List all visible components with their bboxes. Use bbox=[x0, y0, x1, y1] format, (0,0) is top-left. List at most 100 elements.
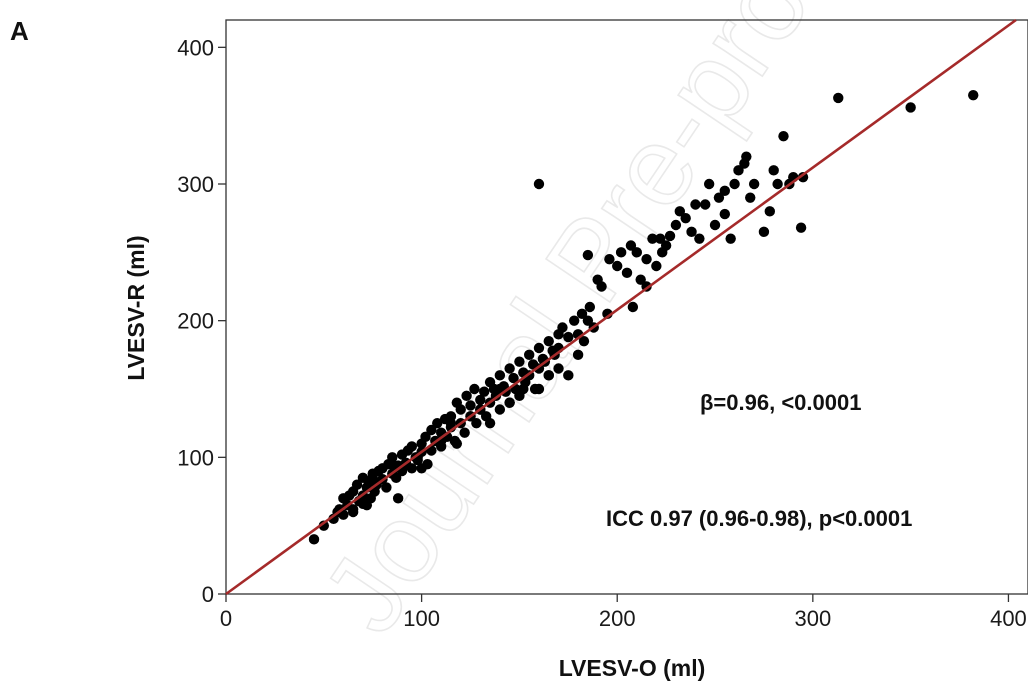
data-point bbox=[655, 233, 666, 244]
data-point bbox=[576, 308, 588, 320]
data-point bbox=[494, 370, 506, 381]
data-point bbox=[578, 335, 590, 347]
data-point bbox=[905, 102, 916, 113]
data-point bbox=[508, 372, 519, 384]
data-point bbox=[469, 383, 480, 395]
data-point bbox=[406, 441, 418, 452]
data-point bbox=[572, 349, 584, 361]
data-point bbox=[641, 253, 652, 265]
icc-annotation: ICC 0.97 (0.96-0.98), p<0.0001 bbox=[606, 506, 912, 531]
y-axis: 0 100 200 300 400 bbox=[177, 35, 226, 607]
y-tick-label: 0 bbox=[202, 582, 214, 607]
data-point bbox=[694, 233, 705, 244]
data-point bbox=[719, 185, 731, 197]
plot-frame bbox=[225, 19, 1028, 595]
x-axis-title: LVESV-O (ml) bbox=[559, 655, 706, 681]
y-tick-label: 200 bbox=[177, 309, 214, 334]
data-point bbox=[308, 534, 320, 545]
data-point bbox=[543, 370, 554, 381]
data-point bbox=[533, 383, 545, 395]
data-point bbox=[543, 335, 554, 347]
x-axis: 0 100 200 300 400 bbox=[220, 594, 1027, 631]
panel-label: A bbox=[10, 16, 29, 46]
data-point bbox=[504, 397, 515, 408]
data-point bbox=[733, 165, 744, 176]
data-point bbox=[627, 301, 639, 313]
data-point bbox=[318, 520, 330, 531]
data-point bbox=[533, 342, 545, 354]
data-point bbox=[471, 417, 482, 429]
data-point bbox=[758, 226, 770, 238]
data-point bbox=[968, 89, 979, 101]
data-point bbox=[797, 171, 809, 183]
data-point bbox=[741, 151, 752, 162]
data-point bbox=[533, 178, 545, 190]
data-point bbox=[748, 178, 760, 190]
data-point bbox=[514, 356, 525, 367]
data-points bbox=[308, 89, 979, 545]
data-point bbox=[432, 417, 443, 429]
data-point bbox=[523, 349, 535, 361]
data-point bbox=[426, 424, 437, 436]
data-point bbox=[420, 431, 431, 443]
data-point bbox=[651, 260, 662, 272]
data-point bbox=[412, 452, 423, 463]
fit-line bbox=[225, 18, 1017, 596]
data-point bbox=[703, 178, 715, 190]
data-point bbox=[416, 463, 427, 474]
data-point bbox=[479, 386, 490, 397]
data-point bbox=[664, 230, 676, 242]
x-tick-label: 100 bbox=[403, 606, 440, 631]
data-point bbox=[459, 427, 470, 438]
data-point bbox=[475, 394, 486, 406]
data-point bbox=[518, 383, 529, 395]
x-tick-label: 400 bbox=[990, 606, 1027, 631]
data-point bbox=[357, 498, 369, 509]
data-point bbox=[392, 493, 404, 504]
data-point bbox=[674, 206, 686, 217]
data-point bbox=[557, 322, 568, 333]
data-point bbox=[347, 504, 359, 515]
data-point bbox=[778, 130, 789, 142]
data-point bbox=[445, 417, 457, 429]
x-tick-label: 200 bbox=[599, 606, 636, 631]
data-point bbox=[764, 206, 775, 217]
data-point bbox=[390, 472, 402, 484]
data-point bbox=[582, 315, 594, 326]
data-point bbox=[660, 240, 672, 251]
data-point bbox=[647, 233, 658, 244]
data-point bbox=[461, 390, 472, 402]
data-point bbox=[700, 199, 711, 210]
data-point bbox=[584, 301, 596, 313]
data-point bbox=[455, 404, 466, 415]
data-point bbox=[631, 247, 642, 258]
data-point bbox=[563, 331, 574, 343]
data-point bbox=[833, 92, 844, 104]
y-tick-label: 100 bbox=[177, 445, 214, 470]
data-point bbox=[690, 199, 701, 210]
data-point bbox=[387, 458, 398, 470]
y-axis-title: LVESV-R (ml) bbox=[123, 235, 149, 380]
data-point bbox=[719, 208, 731, 220]
data-point bbox=[615, 247, 627, 258]
data-point bbox=[725, 233, 736, 244]
y-tick-label: 400 bbox=[177, 35, 214, 60]
data-point bbox=[713, 192, 725, 203]
data-point bbox=[494, 404, 506, 415]
data-point bbox=[484, 417, 496, 429]
beta-annotation: β=0.96, <0.0001 bbox=[700, 390, 861, 415]
data-point bbox=[596, 281, 607, 292]
data-point bbox=[406, 463, 418, 474]
data-point bbox=[795, 222, 807, 233]
data-point bbox=[635, 274, 646, 285]
data-point bbox=[582, 249, 594, 261]
data-point bbox=[625, 240, 637, 251]
data-point bbox=[772, 178, 783, 190]
data-point bbox=[504, 363, 515, 374]
data-point bbox=[709, 219, 721, 231]
data-point bbox=[553, 363, 564, 374]
data-point bbox=[381, 482, 392, 493]
data-point bbox=[351, 479, 363, 490]
data-point bbox=[367, 472, 378, 484]
